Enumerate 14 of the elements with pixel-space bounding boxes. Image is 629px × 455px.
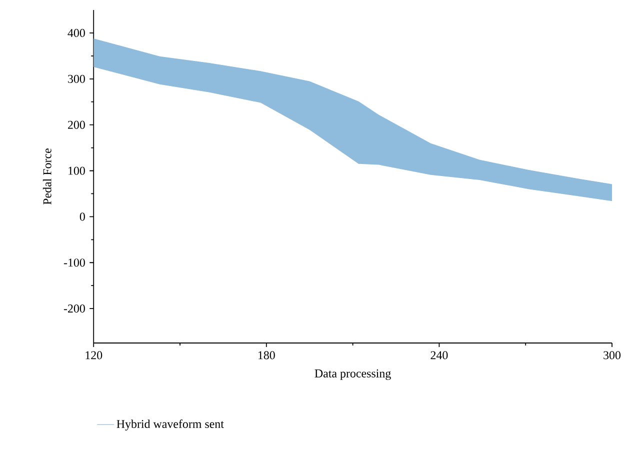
x-axis-title: Data processing — [314, 369, 391, 380]
y-tick-label: 0 — [80, 212, 85, 221]
x-tick-label: 300 — [604, 351, 621, 360]
y-tick-label: 200 — [68, 120, 85, 129]
y-tick-label: 400 — [68, 28, 85, 37]
x-tick-label: 120 — [86, 351, 102, 360]
y-tick-label: -200 — [64, 304, 85, 313]
x-tick-label: 180 — [258, 351, 275, 360]
y-tick-label: 300 — [68, 74, 85, 83]
y-tick-label: 100 — [68, 166, 85, 175]
legend-label: Hybrid waveform sent — [116, 419, 224, 430]
y-axis-title: Pedal Force — [42, 148, 52, 205]
y-tick-label: -100 — [64, 258, 85, 267]
x-tick-label: 240 — [430, 351, 448, 360]
